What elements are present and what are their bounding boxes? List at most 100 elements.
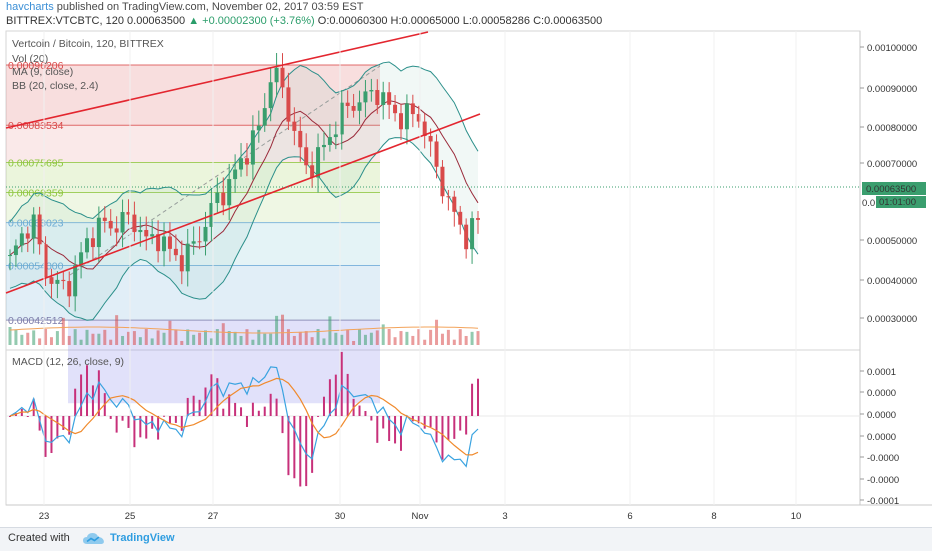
macd-histogram-bar — [26, 416, 29, 417]
created-with-label: Created with — [8, 532, 70, 544]
candle-body — [268, 82, 273, 109]
author-name[interactable]: havcharts — [6, 1, 54, 13]
macd-signal-line — [9, 377, 479, 456]
volume-bar — [186, 329, 190, 345]
macd-histogram-bar — [453, 416, 456, 439]
candle-body — [393, 104, 398, 114]
candle-body — [304, 147, 309, 166]
macd-histogram-bar — [222, 408, 225, 416]
macd-histogram-bar — [174, 416, 177, 423]
macd-histogram-bar — [80, 374, 83, 416]
price-tick-label: 0.00090000 — [867, 84, 917, 95]
candle-body — [416, 114, 421, 122]
candle-body — [458, 211, 463, 225]
time-tick-label: 23 — [39, 511, 50, 522]
volume-bar — [369, 332, 373, 345]
volume-bar — [8, 327, 12, 345]
last-price-label: 0.00063500 — [866, 184, 916, 195]
candle-body — [464, 224, 469, 250]
volume-bar — [440, 333, 444, 345]
volume-bar — [115, 315, 119, 345]
fib-zone — [6, 65, 380, 126]
trend-channel[interactable] — [5, 31, 860, 294]
time-axis[interactable]: 23 25 27 30 Nov 3 6 8 10 — [39, 31, 802, 522]
candle-body — [191, 241, 196, 244]
macd-histogram-bar — [287, 416, 290, 476]
candle-body — [476, 218, 480, 220]
candle-body — [321, 144, 326, 148]
volume-bar — [387, 329, 391, 345]
fib-zone — [6, 222, 380, 266]
candle-body — [138, 229, 143, 233]
volume-bar — [215, 329, 219, 345]
macd-histogram-bar — [32, 398, 35, 416]
candle-body — [398, 113, 403, 130]
volume-bar — [67, 335, 71, 345]
price-axis[interactable]: 0.00100000 0.00090000 0.00080000 0.00070000… — [860, 43, 917, 325]
macd-axis[interactable]: 0.0001 0.0000 0.0000 0.0000 -0.0000 -0.0000 -0… — [860, 367, 899, 507]
volume-bar — [103, 329, 107, 345]
volume-bar — [358, 329, 362, 345]
macd-histogram-bar — [139, 416, 142, 438]
volume-bar — [79, 339, 83, 345]
candle-body — [55, 279, 60, 284]
candle-body — [339, 102, 344, 135]
candle-body — [49, 277, 54, 284]
macd-histogram-bar — [62, 416, 65, 430]
candle-body — [61, 279, 66, 282]
candle-body — [19, 233, 24, 246]
volume-bar — [245, 329, 249, 345]
volume-bar — [363, 334, 367, 345]
volume-bar — [227, 331, 231, 345]
macd-tick-label: 0.0001 — [867, 367, 896, 378]
chart-area[interactable]: 0.000962060.000835340.000756950.00069359… — [0, 0, 932, 527]
price-tick-label: 0.00050000 — [867, 236, 917, 247]
candle-body — [156, 234, 161, 252]
time-tick-label: 10 — [791, 511, 802, 522]
volume-bar — [435, 319, 439, 345]
macd-histogram-bar — [234, 402, 237, 416]
macd-tick-label: -0.0000 — [867, 475, 899, 486]
volume-bar — [38, 338, 42, 345]
candle-body — [31, 214, 36, 239]
macd-histogram-bar — [299, 416, 302, 487]
candle-body — [197, 241, 202, 243]
tradingview-brand[interactable]: TradingView — [110, 532, 175, 544]
volume-bar — [61, 317, 65, 345]
macd-histogram-bar — [56, 416, 59, 439]
volume-bar — [316, 329, 320, 345]
candle-body — [37, 214, 42, 245]
macd-histogram-bar — [376, 416, 379, 443]
macd-histogram-bar — [9, 416, 11, 417]
volume-bar — [429, 329, 433, 345]
candle-body — [13, 245, 18, 256]
fib-level-label: 0.00054000 — [8, 261, 64, 273]
candle-body — [167, 236, 172, 249]
macd-histogram-bar — [228, 394, 231, 416]
macd-histogram-bar — [281, 416, 284, 434]
candle-body — [387, 92, 392, 105]
macd-pane[interactable] — [5, 349, 861, 506]
price-tick-label: 0.00040000 — [867, 276, 917, 287]
macd-histogram-bar — [38, 416, 41, 431]
macd-histogram-bar — [411, 416, 414, 422]
volume-bar — [91, 333, 95, 345]
legend-vol: Vol (20) — [12, 53, 48, 65]
macd-histogram-bar — [245, 416, 248, 427]
last-price-tag — [862, 182, 926, 195]
macd-line — [9, 366, 479, 468]
macd-histogram-bar — [334, 374, 337, 416]
candle-body — [327, 137, 332, 145]
candle-body — [310, 165, 315, 178]
macd-histogram-bar — [340, 351, 343, 416]
macd-histogram-bar — [370, 416, 373, 421]
time-tick-label: 8 — [711, 511, 716, 522]
volume-bar — [85, 329, 89, 345]
candle-body — [233, 169, 238, 180]
volume-bar — [121, 335, 125, 345]
time-tick-label: 25 — [125, 511, 136, 522]
candle-body — [108, 220, 113, 229]
macd-histogram-bar — [192, 395, 195, 416]
countdown-label: 01:01:00 — [879, 197, 916, 208]
macd-histogram-bar — [447, 416, 450, 441]
